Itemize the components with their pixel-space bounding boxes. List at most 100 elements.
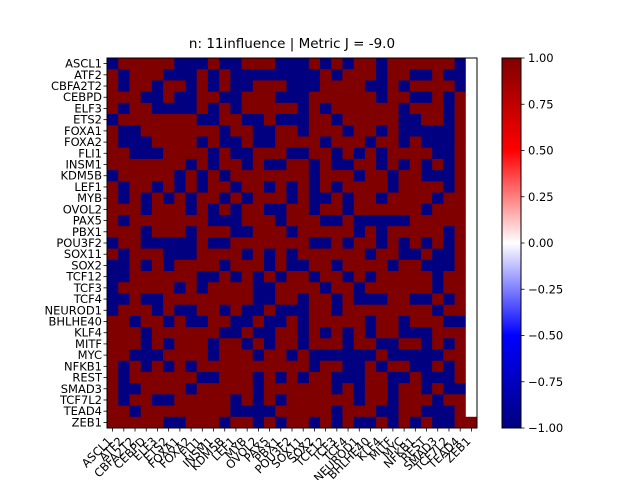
heatmap-cell (297, 80, 310, 93)
heatmap-cell (320, 383, 332, 395)
heatmap-cell (297, 416, 310, 429)
heatmap-cell (364, 58, 377, 70)
heatmap-cell (241, 125, 254, 137)
heatmap-cell (174, 125, 186, 137)
y-tick-label: SOX2 (71, 258, 102, 272)
heatmap-cell (465, 91, 478, 104)
heatmap-cell (286, 158, 299, 171)
heatmap-cell (376, 158, 388, 171)
heatmap-cell (174, 136, 186, 149)
heatmap-cell (230, 282, 243, 294)
heatmap-cell (129, 181, 142, 194)
heatmap-cell (342, 181, 355, 194)
heatmap-cell (364, 416, 377, 429)
heatmap-cell (376, 405, 388, 418)
heatmap-cell (465, 293, 478, 306)
heatmap-cell (263, 271, 276, 283)
heatmap-cell (443, 69, 456, 81)
heatmap-cell (331, 170, 343, 182)
heatmap-cell (364, 214, 377, 227)
heatmap-cell (342, 125, 355, 137)
heatmap-cell (129, 136, 142, 149)
heatmap-cell (454, 91, 467, 104)
heatmap-cell (174, 158, 186, 171)
y-tick-label: FOXA2 (64, 135, 102, 149)
heatmap-cell (230, 271, 243, 283)
heatmap-cell (409, 271, 422, 283)
heatmap-cell (107, 338, 119, 351)
heatmap-cell (275, 371, 287, 384)
heatmap-cell (275, 394, 287, 407)
heatmap-cell (275, 214, 287, 227)
heatmap-cell (353, 102, 366, 115)
heatmap-cell (118, 271, 130, 283)
heatmap-cell (241, 226, 254, 238)
heatmap-cell (263, 259, 276, 272)
heatmap-cell (230, 192, 243, 205)
heatmap-cell (364, 371, 377, 384)
y-tick-label: OVOL2 (63, 202, 102, 216)
heatmap-cell (331, 416, 343, 429)
heatmap-cell (376, 237, 388, 250)
heatmap-cell (454, 181, 467, 194)
heatmap-cell (376, 181, 388, 194)
heatmap-cell (443, 192, 456, 205)
heatmap-cell (140, 58, 153, 70)
heatmap-cell (174, 371, 186, 384)
heatmap-cell (409, 293, 422, 306)
heatmap-cell (151, 293, 164, 306)
heatmap-cell (118, 416, 130, 429)
heatmap-cell (241, 304, 254, 317)
heatmap-cell (118, 91, 130, 104)
heatmap-cell (252, 271, 265, 283)
heatmap-cell (252, 158, 265, 171)
heatmap-cell (454, 147, 467, 160)
y-tick-label: FLI1 (78, 146, 102, 160)
heatmap-cell (364, 405, 377, 418)
heatmap-cell (107, 394, 119, 407)
heatmap-cell (297, 304, 310, 317)
heatmap-cell (230, 259, 243, 272)
heatmap-cell (207, 349, 220, 362)
heatmap-cell (196, 170, 209, 182)
heatmap-cell (331, 338, 343, 351)
heatmap-cell (342, 237, 355, 250)
heatmap-cell (454, 416, 467, 429)
heatmap-cell (129, 203, 142, 216)
heatmap-cell (174, 91, 186, 104)
heatmap-cell (342, 158, 355, 171)
heatmap-cell (207, 237, 220, 250)
heatmap-cell (376, 338, 388, 351)
heatmap-cell (241, 58, 254, 70)
heatmap-cell (376, 91, 388, 104)
heatmap-cell (420, 304, 433, 317)
heatmap-cell (118, 102, 130, 115)
heatmap-cell (241, 282, 254, 294)
heatmap-cell (454, 259, 467, 272)
heatmap-cell (151, 271, 164, 283)
heatmap-cell (387, 158, 400, 171)
heatmap-cell (342, 69, 355, 81)
heatmap-cell (308, 80, 321, 93)
heatmap-cell (398, 383, 411, 395)
heatmap-cell (263, 315, 276, 328)
heatmap-cell (140, 91, 153, 104)
heatmap-cell (252, 338, 265, 351)
heatmap-cell (409, 315, 422, 328)
heatmap-cell (118, 181, 130, 194)
heatmap-cell (129, 237, 142, 250)
heatmap-cell (320, 58, 332, 70)
heatmap-cell (342, 248, 355, 261)
heatmap-cell (297, 58, 310, 70)
heatmap-cell (196, 360, 209, 373)
heatmap-cell (230, 338, 243, 351)
colorbar-axis: 1.00 0.75 0.50 0.25 0.00 −0.25 −0.50 −0.75 −1.00 (521, 51, 563, 435)
heatmap-cell (420, 192, 433, 205)
heatmap-cell (398, 226, 411, 238)
heatmap-cell (207, 371, 220, 384)
heatmap-cell (151, 394, 164, 407)
heatmap-cell (185, 338, 198, 351)
heatmap-cell (320, 293, 332, 306)
heatmap-cell (151, 192, 164, 205)
heatmap-cell (420, 203, 433, 216)
